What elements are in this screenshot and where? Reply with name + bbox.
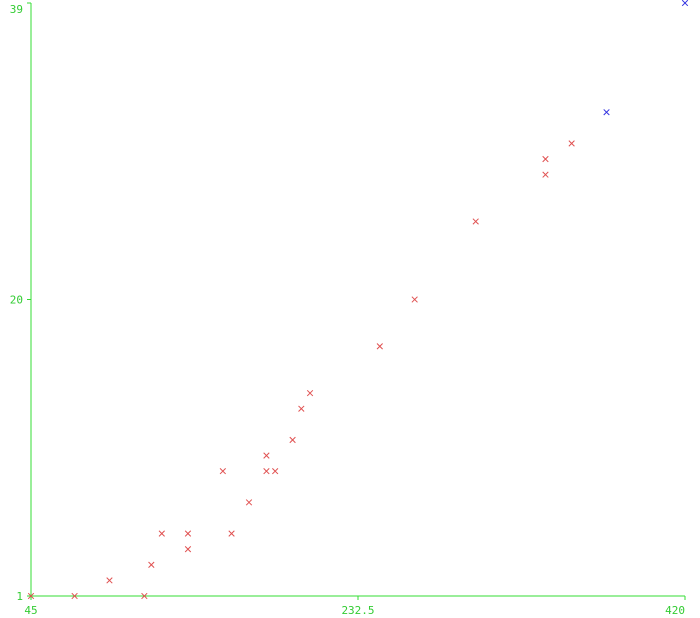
data-point <box>411 296 418 303</box>
data-point <box>542 155 549 163</box>
data-point <box>263 468 270 475</box>
x-tick-label: 420 <box>665 604 685 617</box>
data-point <box>158 530 165 537</box>
data-point <box>272 468 279 475</box>
data-point <box>263 452 270 459</box>
data-point <box>681 0 689 7</box>
data-point <box>184 546 192 553</box>
x-tick-labels: 45 232.5 420 <box>24 596 686 617</box>
data-point <box>141 592 148 600</box>
data-point <box>27 592 35 600</box>
data-point <box>306 389 314 397</box>
y-tick-label: 1 <box>16 590 23 603</box>
data-point <box>289 436 296 444</box>
y-tick-label: 20 <box>10 294 23 307</box>
data-point <box>376 343 383 350</box>
data-point <box>148 561 155 568</box>
data-point <box>542 171 549 178</box>
data-point <box>472 218 479 225</box>
data-point <box>219 468 226 475</box>
data-point <box>184 530 192 537</box>
data-point <box>603 109 610 116</box>
data-points <box>27 0 689 600</box>
y-tick-label: 39 <box>10 3 23 16</box>
data-point <box>568 140 575 147</box>
data-point <box>71 592 78 600</box>
data-point <box>228 530 235 537</box>
x-tick-label: 232.5 <box>341 604 374 617</box>
x-tick-label: 45 <box>24 604 37 617</box>
y-tick-labels: 1 20 39 <box>10 2 31 603</box>
data-point <box>298 405 305 412</box>
data-point <box>106 577 113 584</box>
data-point <box>245 499 253 506</box>
